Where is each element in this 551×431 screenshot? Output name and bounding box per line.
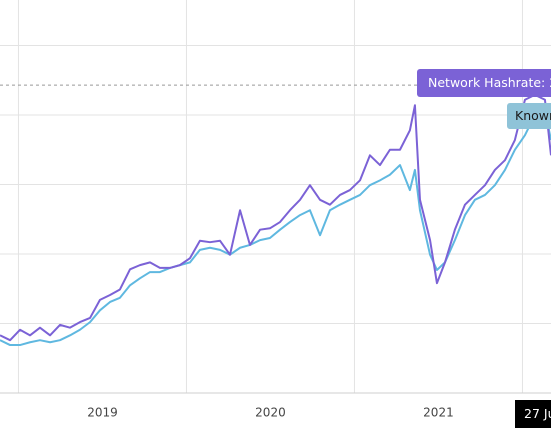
network-tooltip-box	[417, 69, 551, 97]
date-tooltip-box	[515, 400, 551, 428]
series-line	[0, 109, 551, 347]
tooltips: Network Hashrate: 22 Known 27 Ju	[417, 69, 551, 428]
known-tooltip-box	[507, 103, 551, 129]
x-tick-label: 2019	[87, 406, 118, 420]
x-tick-label: 2020	[255, 406, 286, 420]
known-tooltip: Known	[515, 108, 551, 123]
x-tick-label: 2021	[423, 406, 454, 420]
date-tooltip: 27 Ju	[524, 406, 551, 421]
network-tooltip: Network Hashrate: 22	[428, 75, 551, 90]
lines	[0, 93, 551, 347]
grid: 2019 2020 2021	[0, 0, 551, 420]
series-line	[0, 93, 551, 342]
